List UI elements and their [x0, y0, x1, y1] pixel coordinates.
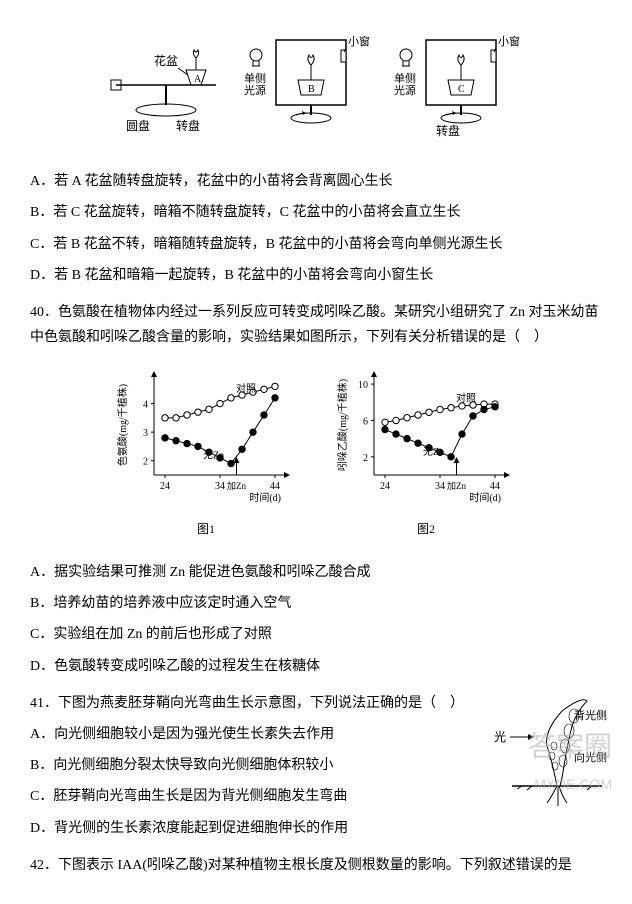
svg-text:6: 6: [363, 417, 368, 428]
svg-text:2: 2: [143, 457, 148, 468]
q41-figure: 光 背光侧 向光侧: [492, 691, 612, 820]
q40-opt-c: C．实验组在加 Zn 的前后也形成了对照: [30, 622, 602, 647]
svg-text:24: 24: [380, 481, 390, 492]
label-b: B: [308, 84, 315, 95]
svg-text:34: 34: [215, 481, 225, 492]
q39-opt-a: A．若 A 花盆随转盘旋转，花盆中的小苗将会背离圆心生长: [30, 169, 602, 194]
label-zhuanpan-1: 转盘: [176, 118, 200, 133]
label-beiguang: 背光侧: [574, 708, 607, 722]
svg-text:加Zn: 加Zn: [447, 481, 466, 491]
label-yuanpan: 圆盘: [126, 118, 150, 133]
top-diagram: A 花盆 圆盘 转盘 单侧 光源 小窗 B: [30, 30, 602, 149]
svg-text:加Zn: 加Zn: [227, 481, 246, 491]
q39-opt-b: B．若 C 花盆旋转，暗箱不随转盘旋转，C 花盆中的小苗将会直立生长: [30, 200, 602, 225]
svg-text:44: 44: [490, 481, 500, 492]
label-light-1: 单侧: [244, 72, 266, 85]
label-window-2: 小窗: [498, 34, 520, 48]
svg-text:10: 10: [358, 380, 368, 391]
svg-text:3: 3: [143, 428, 148, 439]
label-huapen: 花盆: [154, 53, 178, 68]
label-light-1b: 光源: [244, 83, 266, 97]
svg-text:时间(d): 时间(d): [249, 491, 281, 504]
q40-opt-d: D．色氨酸转变成吲哚乙酸的过程发生在核糖体: [30, 654, 602, 679]
q40-stem: 40．色氨酸在植物体内经过一系列反应可转变成吲哚乙酸。某研究小组研究了 Zn 对…: [30, 300, 602, 350]
svg-text:色氨酸(mg/千植株): 色氨酸(mg/千植株): [116, 384, 129, 466]
svg-text:无Zn: 无Zn: [203, 451, 224, 462]
q42-stem: 42．下图表示 IAA(吲哚乙酸)对某种植物主根长度及侧根数量的影响。下列叙述错…: [30, 853, 602, 878]
label-light-2b: 光源: [394, 83, 416, 97]
chart1: 234243444色氨酸(mg/千植株)时间(d)对照无Zn加Zn: [116, 365, 296, 505]
svg-text:44: 44: [270, 481, 280, 492]
q40-opt-a: A．据实验结果可推测 Zn 能促进色氨酸和吲哚乙酸合成: [30, 560, 602, 585]
setup-a: A 花盆 圆盘 转盘: [111, 50, 216, 133]
svg-text:24: 24: [160, 481, 170, 492]
charts-row: 234243444色氨酸(mg/千植株)时间(d)对照无Zn加Zn 图1 261…: [30, 365, 602, 540]
svg-text:无Zn: 无Zn: [423, 447, 444, 458]
svg-text:对照: 对照: [456, 392, 476, 405]
svg-text:吲哚乙酸(mg/千植株): 吲哚乙酸(mg/千植株): [336, 379, 349, 471]
svg-text:4: 4: [143, 400, 148, 411]
chart2: 2 6 10 24 34 44 吲哚乙酸(mg/千植株) 时间(d) 对照无Zn 加Zn: [336, 365, 516, 505]
svg-text:时间(d): 时间(d): [469, 491, 501, 504]
label-light-2: 单侧: [394, 72, 416, 85]
q39-opt-c: C．若 B 花盆不转，暗箱随转盘旋转，B 花盆中的小苗将会弯向单侧光源生长: [30, 232, 602, 257]
label-window-1: 小窗: [348, 34, 370, 48]
chart1-caption: 图1: [116, 519, 296, 541]
label-a: A: [194, 74, 202, 85]
label-guang: 光: [494, 730, 506, 744]
q41-block: 41．下图为燕麦胚芽鞘向光弯曲生长示意图，下列说法正确的是（ ） A．向光侧细胞…: [30, 691, 602, 841]
label-xiangguang: 向光侧: [574, 750, 607, 764]
chart2-caption: 图2: [336, 519, 516, 541]
label-c: C: [458, 84, 465, 95]
q40-opt-b: B．培养幼苗的培养液中应该定时通入空气: [30, 591, 602, 616]
svg-text:2: 2: [363, 453, 368, 464]
setup-c: 单侧 光源 小窗 C 转盘: [394, 34, 520, 138]
svg-text:34: 34: [435, 481, 445, 492]
svg-text:对照: 对照: [236, 382, 256, 395]
label-zhuanpan-2: 转盘: [436, 123, 460, 138]
q39-opt-d: D．若 B 花盆和暗箱一起旋转，B 花盆中的小苗将会弯向小窗生长: [30, 263, 602, 288]
setup-b: 单侧 光源 小窗 B: [244, 34, 370, 123]
